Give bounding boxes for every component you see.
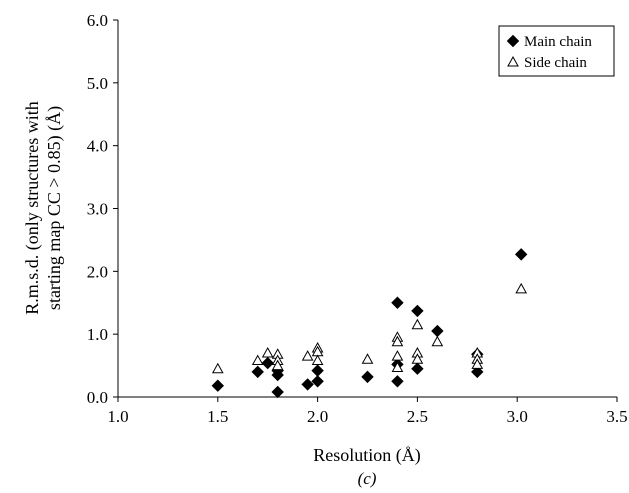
y-tick-label: 4.0 xyxy=(87,137,108,156)
y-tick-label: 2.0 xyxy=(87,262,108,281)
point-main-chain xyxy=(411,304,424,318)
y-tick-label: 0.0 xyxy=(87,388,108,407)
point-main-chain xyxy=(211,379,225,392)
x-tick-label: 1.5 xyxy=(207,407,228,426)
legend: Main chain Side chain xyxy=(498,25,615,77)
point-side-chain xyxy=(391,361,404,372)
point-main-chain xyxy=(391,375,404,388)
point-main-chain xyxy=(471,365,484,379)
point-main-chain xyxy=(271,385,284,399)
point-main-chain xyxy=(301,378,314,391)
x-tick-label: 3.0 xyxy=(507,407,528,426)
point-main-chain xyxy=(261,356,274,370)
y-tick-label: 3.0 xyxy=(87,200,108,219)
point-side-chain xyxy=(471,358,484,369)
point-main-chain xyxy=(411,362,424,375)
figure-caption: (c) xyxy=(358,469,377,488)
x-tick-label: 2.5 xyxy=(407,407,428,426)
y-axis-title-line-2: starting map CC > 0.85) (Å) xyxy=(44,106,65,310)
point-side-chain xyxy=(311,354,324,366)
point-main-chain xyxy=(311,364,324,377)
point-side-chain xyxy=(411,353,424,364)
point-side-chain xyxy=(261,346,274,358)
point-side-chain xyxy=(361,353,374,364)
point-side-chain xyxy=(391,350,404,361)
legend-triangle-icon xyxy=(507,55,519,67)
legend-marker-main-chain xyxy=(506,34,520,48)
y-axis-title-line-1: R.m.s.d. (only structures with xyxy=(22,101,43,315)
x-tick-label: 3.5 xyxy=(606,407,627,426)
legend-label-side-chain: Side chain xyxy=(524,55,587,71)
point-side-chain xyxy=(211,362,224,374)
y-tick-label: 6.0 xyxy=(87,11,108,30)
point-main-chain xyxy=(391,296,404,309)
point-side-chain xyxy=(301,350,314,361)
axis-ticks: 1.0 1.5 2.0 2.5 3.0 3.50.01.02.03.04.05.06.0 xyxy=(87,11,628,426)
legend-box xyxy=(498,25,615,77)
x-tick-label: 1.0 xyxy=(107,407,128,426)
point-main-chain xyxy=(361,370,374,384)
legend-label-main-chain: Main chain xyxy=(524,34,592,50)
point-side-chain xyxy=(431,335,444,347)
x-axis-title: Resolution (Å) xyxy=(313,445,421,466)
point-main-chain xyxy=(514,248,528,261)
point-side-chain xyxy=(515,282,528,294)
point-main-chain xyxy=(311,375,324,388)
point-side-chain xyxy=(411,318,424,330)
legend-diamond-icon xyxy=(506,34,520,48)
plot-area xyxy=(117,20,617,398)
data-points xyxy=(211,248,528,399)
point-side-chain xyxy=(271,359,284,371)
legend-marker-side-chain xyxy=(507,55,519,67)
point-side-chain xyxy=(251,354,264,366)
point-main-chain xyxy=(251,365,264,379)
x-tick-label: 2.0 xyxy=(307,407,328,426)
point-side-chain xyxy=(391,335,404,347)
point-main-chain xyxy=(431,324,444,338)
y-tick-label: 1.0 xyxy=(87,325,108,344)
y-axis-title: R.m.s.d. (only structures with starting … xyxy=(22,101,65,315)
y-tick-label: 5.0 xyxy=(87,74,108,93)
